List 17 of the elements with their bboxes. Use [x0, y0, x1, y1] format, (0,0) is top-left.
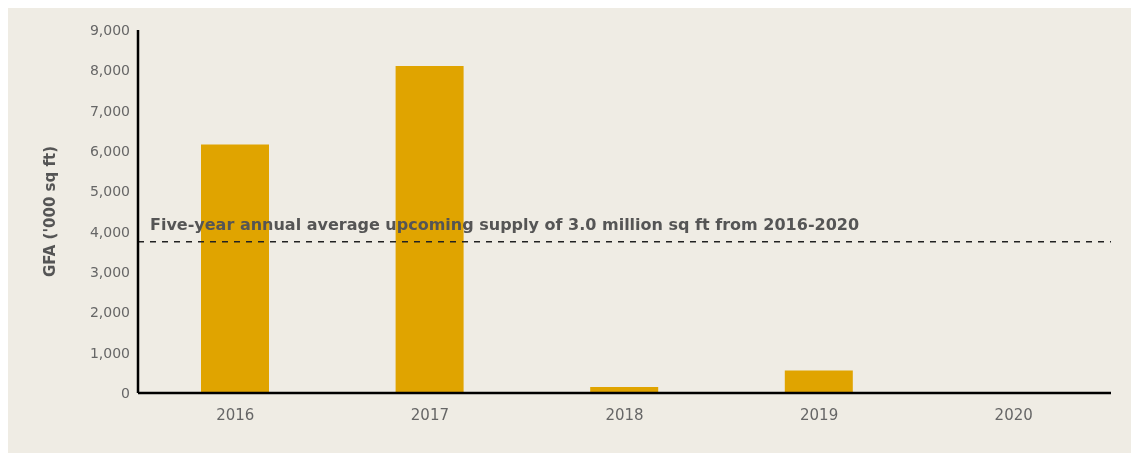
bar: [784, 370, 853, 393]
y-tick-label: 9,000: [89, 21, 130, 38]
y-tick-label: 8,000: [89, 62, 130, 79]
x-tick-label: 2016: [216, 405, 255, 424]
y-tick-label: 5,000: [89, 183, 130, 200]
x-tick-label: 2020: [994, 405, 1033, 424]
y-tick-label: 4,000: [89, 223, 130, 240]
y-tick-label: 6,000: [89, 142, 130, 159]
y-tick-label: 2,000: [89, 304, 130, 321]
y-axis-title: GFA ('000 sq ft): [41, 145, 60, 278]
x-tick-label: 2018: [605, 405, 644, 424]
y-tick-label: 7,000: [89, 102, 130, 119]
x-tick-label: 2019: [800, 405, 839, 424]
y-tick-label: 0: [121, 384, 130, 401]
y-tick-label: 1,000: [89, 344, 130, 361]
y-tick-label: 3,000: [89, 263, 130, 280]
x-tick-label: 2017: [410, 405, 449, 424]
